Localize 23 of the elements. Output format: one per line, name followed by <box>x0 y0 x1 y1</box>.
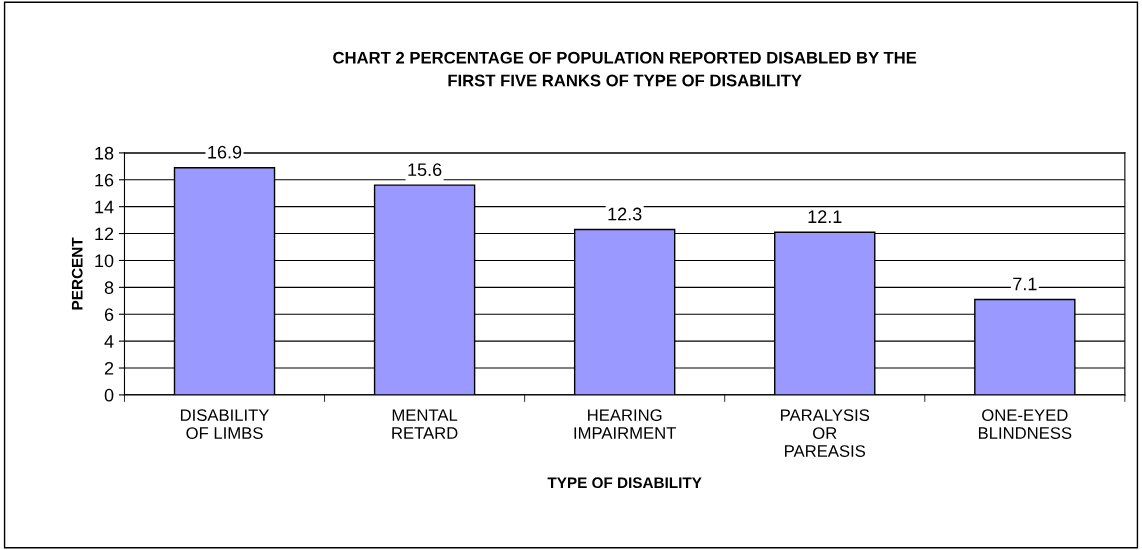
data-label: 7.1 <box>1013 277 1037 291</box>
y-tick-label: 6 <box>104 308 114 321</box>
y-tick-label: 14 <box>95 200 114 214</box>
x-tick-label: MENTAL RETARD <box>392 409 458 439</box>
y-tick-label: 18 <box>95 146 114 160</box>
y-axis-title: PERCENT <box>71 237 83 310</box>
y-tick-label: 2 <box>104 361 114 375</box>
data-label: 12.1 <box>808 210 842 223</box>
x-tick-label: DISABILITY OF LIMBS <box>180 409 270 439</box>
y-tick-label: 12 <box>95 227 114 241</box>
data-label: 16.9 <box>208 145 242 159</box>
chart-title: CHART 2 PERCENTAGE OF POPULATION REPORTED DISABLED BY THE FIRST FIVE RANKS OF TYPE OF DISABILITY <box>333 51 917 87</box>
y-tick-label: 10 <box>95 254 114 268</box>
x-tick-label: PARALYSIS OR PAREASIS <box>781 409 870 457</box>
y-tick-label: 4 <box>104 335 114 348</box>
x-axis-title: TYPE OF DISABILITY <box>547 477 702 489</box>
y-tick-label: 0 <box>104 388 114 402</box>
x-tick-label: ONE-EYED BLINDNESS <box>978 409 1072 439</box>
y-tick-label: 16 <box>95 173 114 187</box>
y-tick-label: 8 <box>104 281 114 295</box>
data-label: 12.3 <box>608 207 642 221</box>
x-tick-label: HEARING IMPAIRMENT <box>574 409 676 439</box>
data-label: 15.6 <box>408 163 442 177</box>
